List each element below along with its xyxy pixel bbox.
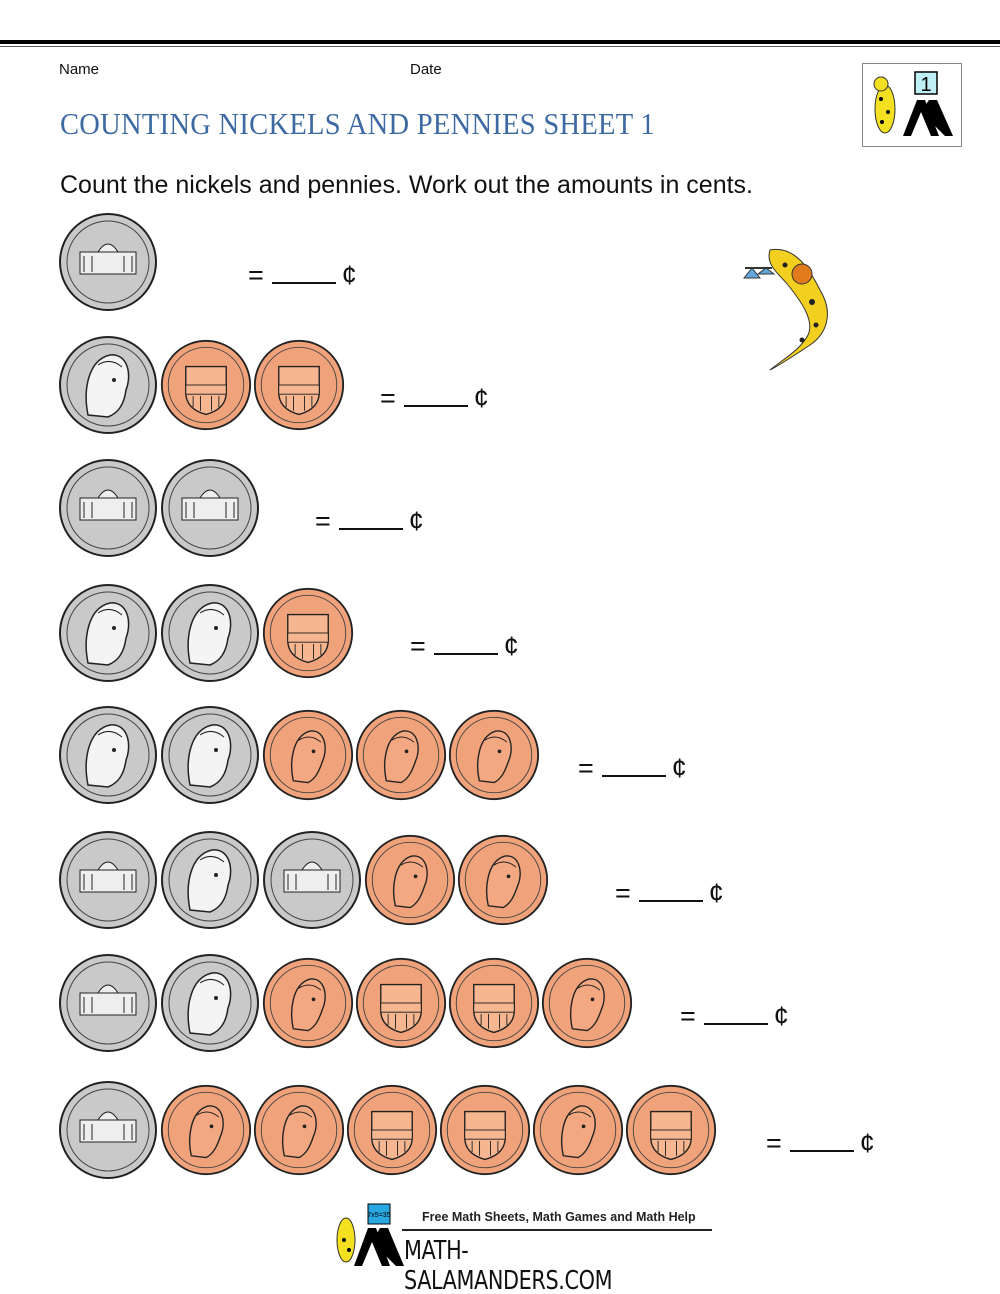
nickel-back-coin (161, 459, 259, 557)
cent-symbol: ¢ (773, 1001, 789, 1031)
answer-line: = ¢ (315, 506, 424, 537)
penny-front-coin (457, 834, 549, 926)
answer-line: = ¢ (578, 753, 687, 784)
cent-symbol: ¢ (408, 506, 424, 536)
answer-blank[interactable] (789, 1128, 854, 1152)
penny-back-coin (346, 1084, 438, 1176)
equals-sign: = (766, 1128, 782, 1158)
answer-line: = ¢ (680, 1001, 789, 1032)
answer-line: = ¢ (410, 631, 519, 662)
penny-front-coin (355, 709, 447, 801)
nickel-back-coin (59, 213, 157, 311)
nickel-back-coin (59, 831, 157, 929)
nickel-back-coin (263, 831, 361, 929)
equals-sign: = (615, 878, 631, 908)
nickel-front-coin (59, 584, 157, 682)
answer-blank[interactable] (403, 383, 468, 407)
answer-blank[interactable] (638, 878, 703, 902)
logo-number: 1 (920, 74, 931, 96)
penny-back-coin (262, 587, 354, 679)
nickel-front-coin (59, 336, 157, 434)
answer-blank[interactable] (433, 631, 498, 655)
footer-logo-sum: 7x5=35 (367, 1212, 390, 1219)
name-label: Name (59, 61, 100, 78)
equals-sign: = (380, 383, 396, 413)
penny-front-coin (364, 834, 456, 926)
penny-front-coin (448, 709, 540, 801)
cent-symbol: ¢ (859, 1128, 875, 1158)
salamander-scales-illustration (740, 240, 840, 380)
penny-back-coin (160, 339, 252, 431)
penny-back-coin (355, 957, 447, 1049)
salamander-logo: 1 (862, 63, 962, 147)
answer-blank[interactable] (338, 506, 403, 530)
nickel-front-coin (59, 706, 157, 804)
nickel-front-coin (161, 954, 259, 1052)
equals-sign: = (248, 260, 264, 290)
penny-front-coin (160, 1084, 252, 1176)
penny-front-coin (262, 957, 354, 1049)
footer-brand: MATH-SALAMANDERS.COM (404, 1236, 613, 1294)
page-title: COUNTING NICKELS AND PENNIES SHEET 1 (60, 106, 655, 141)
answer-line: = ¢ (380, 383, 489, 414)
cent-symbol: ¢ (671, 753, 687, 783)
top-rule-thin (0, 46, 1000, 47)
penny-front-coin (253, 1084, 345, 1176)
penny-front-coin (541, 957, 633, 1049)
penny-back-coin (253, 339, 345, 431)
answer-line: = ¢ (615, 878, 724, 909)
equals-sign: = (680, 1001, 696, 1031)
equals-sign: = (578, 753, 594, 783)
answer-line: = ¢ (766, 1128, 875, 1159)
penny-front-coin (532, 1084, 624, 1176)
nickel-back-coin (59, 459, 157, 557)
penny-back-coin (625, 1084, 717, 1176)
nickel-back-coin (59, 954, 157, 1052)
answer-blank[interactable] (271, 260, 336, 284)
cent-symbol: ¢ (708, 878, 724, 908)
cent-symbol: ¢ (473, 383, 489, 413)
equals-sign: = (315, 506, 331, 536)
nickel-back-coin (59, 1081, 157, 1179)
answer-blank[interactable] (703, 1001, 768, 1025)
nickel-front-coin (161, 831, 259, 929)
instructions: Count the nickels and pennies. Work out … (60, 171, 753, 199)
penny-front-coin (262, 709, 354, 801)
date-label: Date (410, 61, 442, 78)
footer-tagline: Free Math Sheets, Math Games and Math He… (422, 1210, 696, 1224)
nickel-front-coin (161, 584, 259, 682)
footer-logo: 7x5=35 Free Math Sheets, Math Games and … (326, 1202, 712, 1294)
answer-blank[interactable] (601, 753, 666, 777)
footer-rule (402, 1229, 712, 1231)
cent-symbol: ¢ (503, 631, 519, 661)
equals-sign: = (410, 631, 426, 661)
top-rule (0, 40, 1000, 44)
nickel-front-coin (161, 706, 259, 804)
cent-symbol: ¢ (341, 260, 357, 290)
answer-line: = ¢ (248, 260, 357, 291)
penny-back-coin (439, 1084, 531, 1176)
penny-back-coin (448, 957, 540, 1049)
